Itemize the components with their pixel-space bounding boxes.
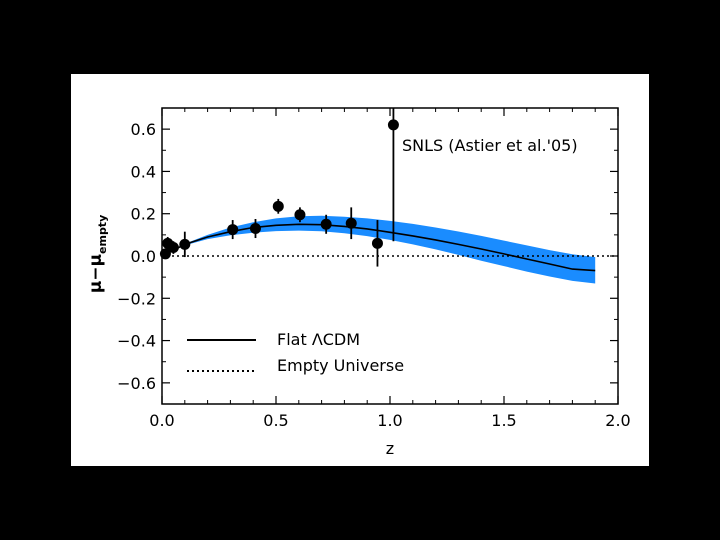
data-point <box>294 209 306 221</box>
x-tick-label: 2.0 <box>605 411 630 430</box>
y-tick-label: 0.4 <box>131 162 156 181</box>
legend-label-flat-lcdm: Flat ΛCDM <box>277 330 360 349</box>
y-axis-label-sub: empty <box>96 215 109 254</box>
y-tick-label: −0.2 <box>117 289 156 308</box>
figure-panel: 0.0 0.5 1.0 1.5 2.0 −0.6 −0.4 −0.2 0.0 0.2 0.4 0.6 … <box>71 74 649 466</box>
confidence-band-layer <box>162 215 596 284</box>
data-point <box>179 238 191 250</box>
data-point <box>272 200 284 212</box>
data-point <box>345 217 357 229</box>
y-tick-label: −0.4 <box>117 332 156 351</box>
data-point <box>167 242 179 254</box>
x-tick-label: 0.0 <box>149 411 174 430</box>
data-point <box>227 224 239 236</box>
x-axis-label: z <box>386 439 394 458</box>
annotation-label: SNLS (Astier et al.'05) <box>402 136 578 155</box>
x-tick-label: 1.0 <box>377 411 402 430</box>
y-axis-label: μ−μempty <box>86 215 109 294</box>
data-points-layer <box>159 108 399 267</box>
y-tick-label: −0.6 <box>117 374 156 393</box>
y-tick-label: 0.6 <box>131 120 156 139</box>
axes-layer: 0.0 0.5 1.0 1.5 2.0 −0.6 −0.4 −0.2 0.0 0.2 0.4 0.6 <box>117 107 631 430</box>
y-tick-label: 0.2 <box>131 205 156 224</box>
data-point <box>249 223 261 235</box>
data-point <box>320 218 332 230</box>
confidence-band <box>162 215 596 284</box>
data-point <box>371 237 383 249</box>
svg-text:μ−μempty: μ−μempty <box>86 215 109 294</box>
legend: Flat ΛCDM Empty Universe <box>187 330 404 375</box>
data-point <box>387 119 399 131</box>
y-axis-label-main: μ−μ <box>86 254 106 293</box>
x-tick-label: 1.5 <box>491 411 516 430</box>
legend-label-empty-universe: Empty Universe <box>277 356 404 375</box>
x-tick-label: 0.5 <box>263 411 288 430</box>
y-tick-label: 0.0 <box>131 247 156 266</box>
cosmology-chart: 0.0 0.5 1.0 1.5 2.0−0.6−0.4−0.20.00.20.40.6 … <box>86 107 631 458</box>
